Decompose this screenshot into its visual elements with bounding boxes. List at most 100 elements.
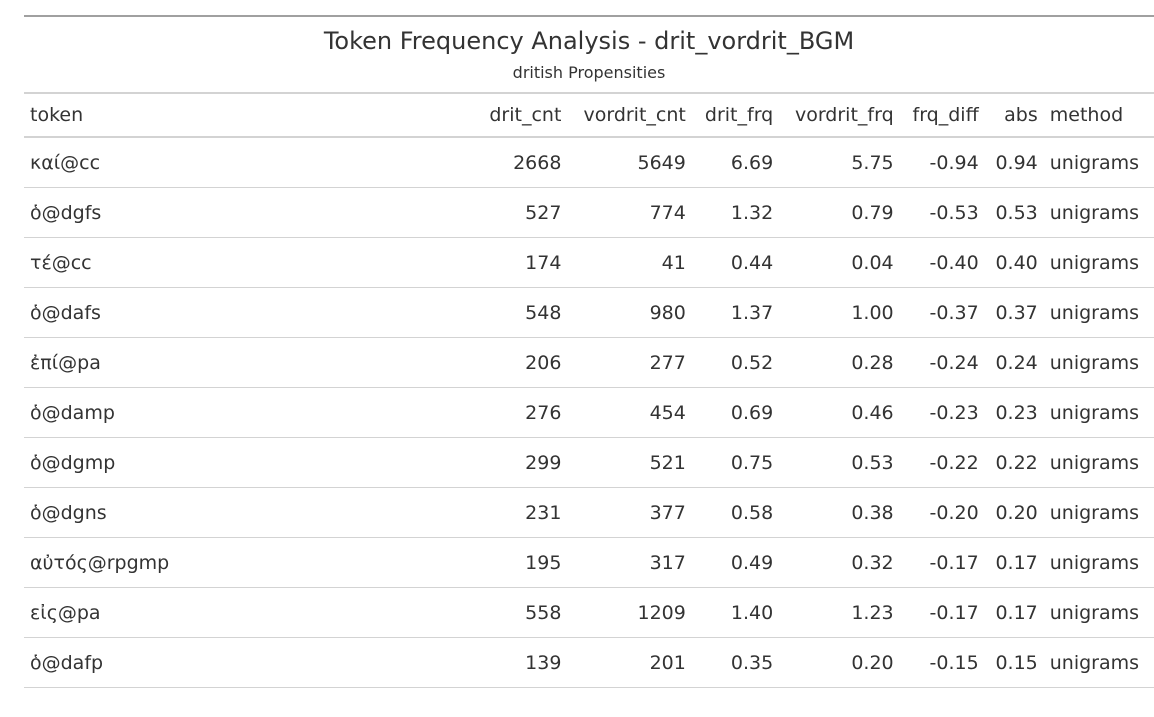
header-vordrit-frq: vordrit_frq — [779, 93, 899, 137]
cell-method: unigrams — [1044, 588, 1154, 638]
header-drit-frq: drit_frq — [692, 93, 779, 137]
cell-drit-cnt: 548 — [476, 288, 567, 338]
cell-drit-frq: 0.75 — [692, 438, 779, 488]
table-row: ὁ@dgfs 527 774 1.32 0.79 -0.53 0.53 unigrams — [24, 188, 1154, 238]
cell-token: ἐπί@pa — [24, 338, 476, 388]
cell-vordrit-frq: 1.23 — [779, 588, 899, 638]
frequency-table: token drit_cnt vordrit_cnt drit_frq vord… — [24, 92, 1154, 688]
cell-drit-frq: 1.37 — [692, 288, 779, 338]
table-row: εἰς@pa 558 1209 1.40 1.23 -0.17 0.17 unigrams — [24, 588, 1154, 638]
cell-abs: 0.53 — [985, 188, 1044, 238]
cell-vordrit-frq: 0.53 — [779, 438, 899, 488]
cell-token: ὁ@dafp — [24, 638, 476, 688]
cell-abs: 0.40 — [985, 238, 1044, 288]
header-vordrit-cnt: vordrit_cnt — [567, 93, 691, 137]
cell-vordrit-cnt: 454 — [567, 388, 691, 438]
cell-drit-cnt: 558 — [476, 588, 567, 638]
cell-vordrit-frq: 0.38 — [779, 488, 899, 538]
cell-vordrit-cnt: 521 — [567, 438, 691, 488]
cell-abs: 0.24 — [985, 338, 1044, 388]
cell-vordrit-cnt: 317 — [567, 538, 691, 588]
cell-token: ὁ@damp — [24, 388, 476, 438]
cell-frq-diff: -0.24 — [900, 338, 985, 388]
cell-method: unigrams — [1044, 438, 1154, 488]
cell-token: ὁ@dafs — [24, 288, 476, 338]
cell-frq-diff: -0.20 — [900, 488, 985, 538]
cell-frq-diff: -0.15 — [900, 638, 985, 688]
cell-method: unigrams — [1044, 338, 1154, 388]
cell-drit-cnt: 276 — [476, 388, 567, 438]
table-container: Token Frequency Analysis - drit_vordrit_… — [24, 15, 1154, 688]
header-token: token — [24, 93, 476, 137]
cell-abs: 0.20 — [985, 488, 1044, 538]
cell-frq-diff: -0.23 — [900, 388, 985, 438]
cell-token: ὁ@dgmp — [24, 438, 476, 488]
cell-vordrit-frq: 5.75 — [779, 137, 899, 188]
table-row: ὁ@damp 276 454 0.69 0.46 -0.23 0.23 unigrams — [24, 388, 1154, 438]
cell-abs: 0.23 — [985, 388, 1044, 438]
cell-abs: 0.15 — [985, 638, 1044, 688]
cell-vordrit-cnt: 1209 — [567, 588, 691, 638]
table-header: token drit_cnt vordrit_cnt drit_frq vord… — [24, 93, 1154, 137]
cell-vordrit-frq: 0.46 — [779, 388, 899, 438]
header-method: method — [1044, 93, 1154, 137]
cell-drit-frq: 1.32 — [692, 188, 779, 238]
cell-vordrit-cnt: 5649 — [567, 137, 691, 188]
cell-drit-frq: 6.69 — [692, 137, 779, 188]
cell-drit-cnt: 299 — [476, 438, 567, 488]
table-row: ὁ@dafp 139 201 0.35 0.20 -0.15 0.15 unigrams — [24, 638, 1154, 688]
table-row: καί@cc 2668 5649 6.69 5.75 -0.94 0.94 unigrams — [24, 137, 1154, 188]
cell-method: unigrams — [1044, 538, 1154, 588]
cell-abs: 0.37 — [985, 288, 1044, 338]
cell-vordrit-cnt: 41 — [567, 238, 691, 288]
cell-vordrit-frq: 0.20 — [779, 638, 899, 688]
table-row: ἐπί@pa 206 277 0.52 0.28 -0.24 0.24 unigrams — [24, 338, 1154, 388]
table-row: ὁ@dgmp 299 521 0.75 0.53 -0.22 0.22 unigrams — [24, 438, 1154, 488]
cell-frq-diff: -0.17 — [900, 588, 985, 638]
cell-abs: 0.22 — [985, 438, 1044, 488]
cell-vordrit-frq: 0.28 — [779, 338, 899, 388]
cell-frq-diff: -0.94 — [900, 137, 985, 188]
cell-drit-frq: 0.52 — [692, 338, 779, 388]
cell-method: unigrams — [1044, 238, 1154, 288]
cell-vordrit-frq: 0.04 — [779, 238, 899, 288]
cell-drit-cnt: 206 — [476, 338, 567, 388]
cell-method: unigrams — [1044, 137, 1154, 188]
table-row: αὐτός@rpgmp 195 317 0.49 0.32 -0.17 0.17 unigra… — [24, 538, 1154, 588]
cell-drit-cnt: 195 — [476, 538, 567, 588]
table-row: ὁ@dgns 231 377 0.58 0.38 -0.20 0.20 unigrams — [24, 488, 1154, 538]
cell-method: unigrams — [1044, 288, 1154, 338]
header-frq-diff: frq_diff — [900, 93, 985, 137]
cell-vordrit-cnt: 980 — [567, 288, 691, 338]
cell-abs: 0.17 — [985, 538, 1044, 588]
header-drit-cnt: drit_cnt — [476, 93, 567, 137]
cell-drit-cnt: 139 — [476, 638, 567, 688]
cell-vordrit-cnt: 774 — [567, 188, 691, 238]
header-abs: abs — [985, 93, 1044, 137]
cell-vordrit-frq: 0.32 — [779, 538, 899, 588]
cell-vordrit-frq: 0.79 — [779, 188, 899, 238]
cell-drit-frq: 1.40 — [692, 588, 779, 638]
cell-frq-diff: -0.22 — [900, 438, 985, 488]
cell-vordrit-frq: 1.00 — [779, 288, 899, 338]
cell-vordrit-cnt: 201 — [567, 638, 691, 688]
cell-drit-frq: 0.49 — [692, 538, 779, 588]
cell-drit-frq: 0.35 — [692, 638, 779, 688]
table-row: τέ@cc 174 41 0.44 0.04 -0.40 0.40 unigrams — [24, 238, 1154, 288]
table-body: καί@cc 2668 5649 6.69 5.75 -0.94 0.94 unigrams ὁ… — [24, 137, 1154, 688]
cell-vordrit-cnt: 277 — [567, 338, 691, 388]
cell-frq-diff: -0.17 — [900, 538, 985, 588]
cell-token: ὁ@dgfs — [24, 188, 476, 238]
cell-frq-diff: -0.37 — [900, 288, 985, 338]
cell-drit-frq: 0.69 — [692, 388, 779, 438]
cell-drit-cnt: 2668 — [476, 137, 567, 188]
cell-token: καί@cc — [24, 137, 476, 188]
cell-method: unigrams — [1044, 638, 1154, 688]
cell-method: unigrams — [1044, 188, 1154, 238]
cell-drit-frq: 0.58 — [692, 488, 779, 538]
cell-vordrit-cnt: 377 — [567, 488, 691, 538]
cell-abs: 0.17 — [985, 588, 1044, 638]
cell-drit-cnt: 527 — [476, 188, 567, 238]
cell-token: αὐτός@rpgmp — [24, 538, 476, 588]
cell-token: ὁ@dgns — [24, 488, 476, 538]
